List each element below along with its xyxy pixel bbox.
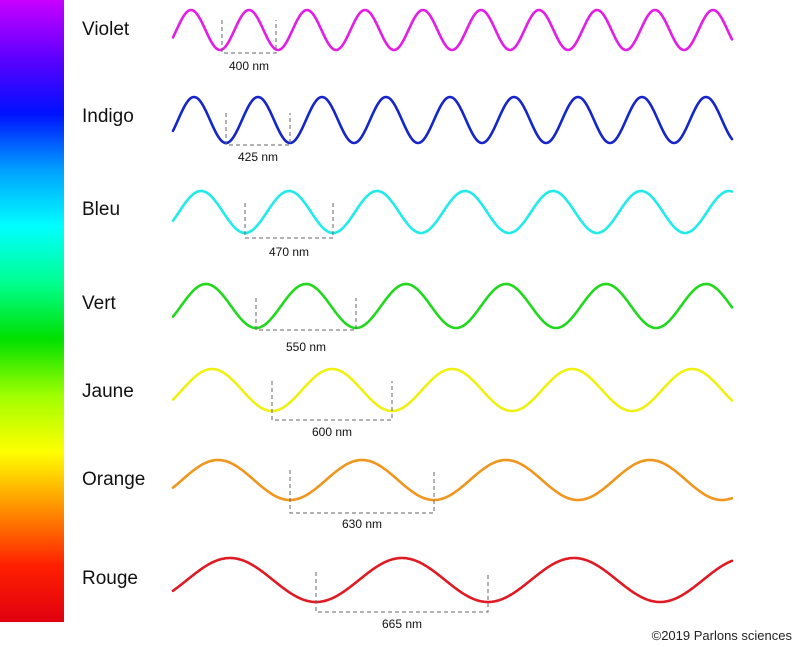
color-name-rouge: Rouge	[82, 568, 138, 589]
wavelength-label-rouge: 665 nm	[382, 617, 422, 631]
wave-rouge	[171, 556, 734, 604]
color-name-jaune: Jaune	[82, 381, 134, 402]
wave-row-orange: Orange 630 nm	[82, 458, 734, 531]
wave-row-indigo: Indigo 425 nm	[82, 95, 734, 164]
wave-violet	[171, 8, 734, 52]
wave-row-rouge: Rouge 665 nm	[82, 556, 734, 631]
copyright-credit: ©2019 Parlons sciences	[652, 628, 793, 643]
wavelength-label-bleu: 470 nm	[269, 245, 309, 259]
wavelength-label-orange: 630 nm	[342, 517, 382, 531]
wavelength-bracket-bleu	[244, 203, 334, 239]
wavelength-label-violet: 400 nm	[229, 59, 269, 73]
color-name-violet: Violet	[82, 19, 130, 40]
wavelength-bracket-indigo	[225, 113, 291, 146]
wave-row-violet: Violet 400 nm	[82, 8, 734, 73]
color-spectrum-bar	[0, 0, 64, 622]
wave-row-jaune: Jaune 600 nm	[82, 367, 734, 439]
wavelength-bracket-orange	[289, 470, 435, 514]
wave-jaune	[171, 367, 734, 413]
wave-row-bleu: Bleu 470 nm	[82, 189, 734, 259]
wavelength-bracket-rouge	[315, 572, 489, 613]
wave-indigo	[171, 95, 734, 145]
color-name-vert: Vert	[82, 293, 117, 314]
wavelength-label-indigo: 425 nm	[238, 150, 278, 164]
color-name-bleu: Bleu	[82, 199, 120, 220]
color-name-orange: Orange	[82, 469, 145, 490]
wavelength-bracket-vert	[255, 298, 357, 331]
wave-vert	[171, 282, 734, 330]
color-name-indigo: Indigo	[82, 106, 134, 127]
wavelength-label-vert: 550 nm	[286, 340, 326, 354]
wavelength-bracket-violet	[221, 20, 277, 54]
wave-bleu	[171, 189, 734, 235]
wave-row-vert: Vert 550 nm	[82, 282, 734, 354]
wavelength-label-jaune: 600 nm	[312, 425, 352, 439]
wavelength-bracket-jaune	[271, 381, 393, 421]
wave-orange	[171, 458, 734, 502]
